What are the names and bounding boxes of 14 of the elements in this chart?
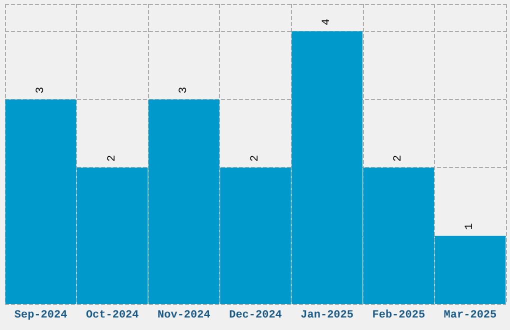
data-label: 2 — [250, 155, 262, 162]
x-tick-label: Mar-2025 — [444, 310, 498, 322]
x-tick-label: Jan-2025 — [300, 310, 354, 322]
data-label: 3 — [34, 86, 47, 94]
x-tick-label: Oct-2024 — [86, 310, 140, 322]
x-tick-label: Sep-2024 — [14, 310, 68, 322]
data-label: 2 — [392, 155, 405, 162]
data-label: 3 — [178, 86, 190, 94]
x-tick-label: Dec-2024 — [229, 310, 282, 322]
data-label: 2 — [106, 155, 118, 162]
data-label: 4 — [321, 18, 334, 26]
x-tick-label: Nov-2024 — [158, 310, 211, 322]
x-tick-label: Feb-2025 — [372, 310, 426, 322]
data-label: 1 — [464, 222, 476, 230]
